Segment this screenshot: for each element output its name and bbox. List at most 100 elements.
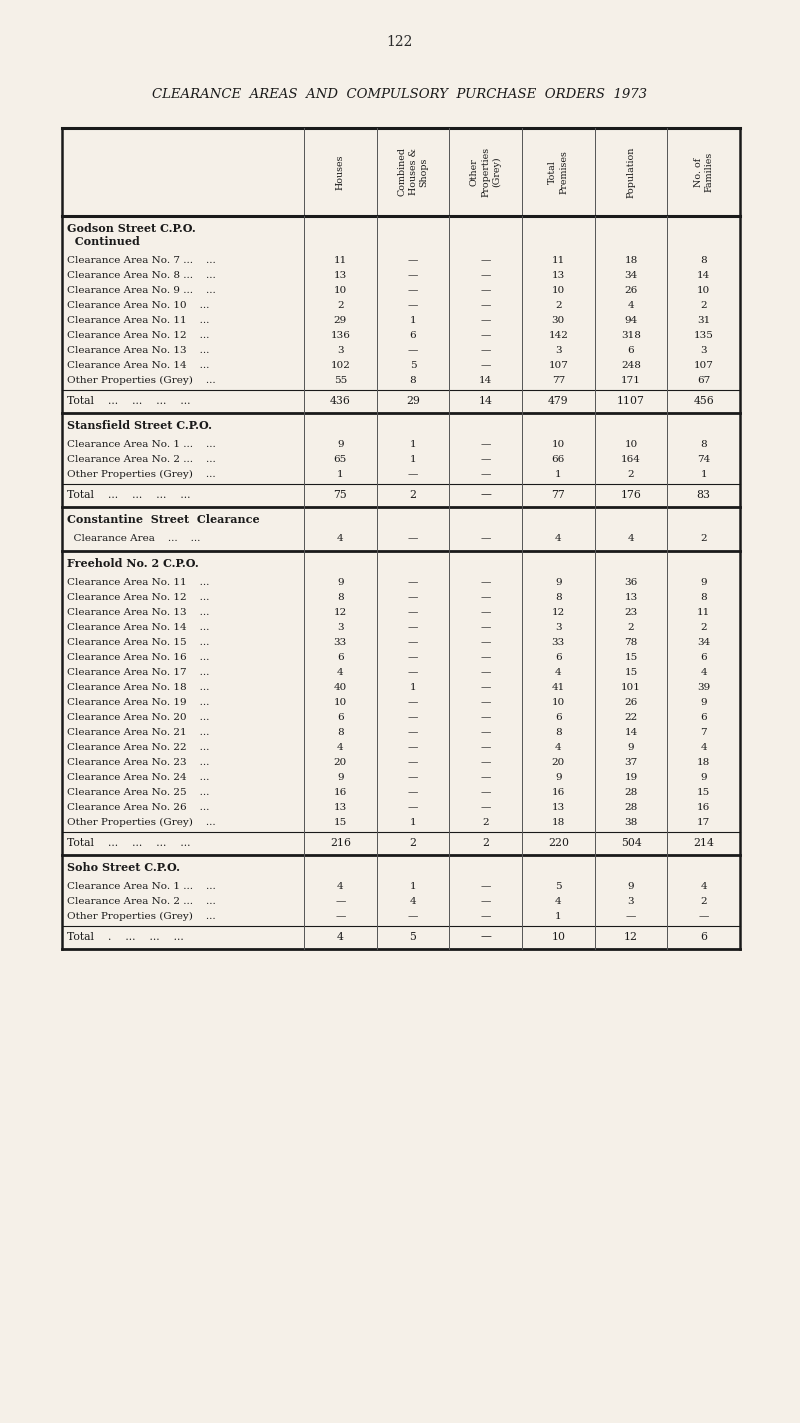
Text: 33: 33: [552, 638, 565, 647]
Text: 1107: 1107: [617, 396, 645, 406]
Text: 9: 9: [337, 773, 344, 783]
Text: Clearance Area No. 24    ...: Clearance Area No. 24 ...: [67, 773, 210, 783]
Text: 34: 34: [697, 638, 710, 647]
Text: Godson Street C.P.O.: Godson Street C.P.O.: [67, 223, 196, 233]
Text: 17: 17: [697, 818, 710, 827]
Text: 26: 26: [624, 699, 638, 707]
Text: 94: 94: [624, 316, 638, 324]
Text: 28: 28: [624, 788, 638, 797]
Text: 8: 8: [700, 256, 707, 265]
Text: 5: 5: [555, 882, 562, 891]
Text: Combined
Houses &
Shops: Combined Houses & Shops: [398, 148, 429, 196]
Text: Soho Street C.P.O.: Soho Street C.P.O.: [67, 862, 180, 872]
Text: 107: 107: [694, 361, 714, 370]
Text: 6: 6: [700, 713, 707, 721]
Text: 23: 23: [624, 608, 638, 618]
Text: —: —: [408, 270, 418, 280]
Text: 29: 29: [334, 316, 347, 324]
Text: 74: 74: [697, 455, 710, 464]
Text: 136: 136: [330, 332, 350, 340]
Text: —: —: [408, 534, 418, 544]
Text: 28: 28: [624, 803, 638, 813]
Text: —: —: [481, 256, 491, 265]
Text: —: —: [481, 729, 491, 737]
Text: —: —: [481, 440, 491, 450]
Text: 4: 4: [410, 896, 416, 906]
Text: 2: 2: [410, 490, 417, 499]
Text: —: —: [335, 912, 346, 921]
Text: 164: 164: [621, 455, 641, 464]
Text: 8: 8: [410, 376, 416, 386]
Text: 1: 1: [337, 470, 344, 480]
Text: 36: 36: [624, 578, 638, 588]
Text: 65: 65: [334, 455, 347, 464]
Text: Houses: Houses: [336, 154, 345, 189]
Text: 1: 1: [410, 316, 416, 324]
Text: —: —: [335, 896, 346, 906]
Text: 26: 26: [624, 286, 638, 295]
Text: Clearance Area No. 26    ...: Clearance Area No. 26 ...: [67, 803, 210, 813]
Text: 3: 3: [337, 623, 344, 632]
Text: Freehold No. 2 C.P.O.: Freehold No. 2 C.P.O.: [67, 558, 198, 569]
Text: 3: 3: [337, 346, 344, 354]
Text: 9: 9: [555, 773, 562, 783]
Text: —: —: [408, 593, 418, 602]
Text: 220: 220: [548, 838, 569, 848]
Text: 135: 135: [694, 332, 714, 340]
Text: 8: 8: [555, 729, 562, 737]
Text: —: —: [408, 788, 418, 797]
Text: 77: 77: [551, 490, 566, 499]
Text: 66: 66: [552, 455, 565, 464]
Text: Clearance Area No. 18    ...: Clearance Area No. 18 ...: [67, 683, 210, 692]
Text: —: —: [481, 773, 491, 783]
Text: Clearance Area No. 7 ...    ...: Clearance Area No. 7 ... ...: [67, 256, 216, 265]
Text: 2: 2: [700, 896, 707, 906]
Text: 11: 11: [552, 256, 565, 265]
Text: No. of
Families: No. of Families: [694, 152, 714, 192]
Text: —: —: [481, 316, 491, 324]
Text: 2: 2: [410, 838, 417, 848]
Text: 176: 176: [621, 490, 642, 499]
Text: Other Properties (Grey)    ...: Other Properties (Grey) ...: [67, 912, 216, 921]
Text: —: —: [481, 896, 491, 906]
Text: 504: 504: [621, 838, 642, 848]
Text: 13: 13: [624, 593, 638, 602]
Text: 6: 6: [628, 346, 634, 354]
Text: 1: 1: [700, 470, 707, 480]
Text: Other
Properties
(Grey): Other Properties (Grey): [470, 147, 502, 196]
Text: 456: 456: [694, 396, 714, 406]
Text: Other Properties (Grey)    ...: Other Properties (Grey) ...: [67, 376, 216, 386]
Text: 11: 11: [697, 608, 710, 618]
Text: 22: 22: [624, 713, 638, 721]
Text: —: —: [481, 346, 491, 354]
Text: 6: 6: [700, 653, 707, 662]
Text: Clearance Area No. 22    ...: Clearance Area No. 22 ...: [67, 743, 210, 751]
Text: 4: 4: [700, 743, 707, 751]
Text: 6: 6: [555, 713, 562, 721]
Text: Clearance Area No. 8 ...    ...: Clearance Area No. 8 ... ...: [67, 270, 216, 280]
Text: 436: 436: [330, 396, 350, 406]
Text: 14: 14: [479, 376, 492, 386]
Text: 10: 10: [624, 440, 638, 450]
Text: 33: 33: [334, 638, 347, 647]
Text: 37: 37: [624, 758, 638, 767]
Text: 67: 67: [697, 376, 710, 386]
Text: 55: 55: [334, 376, 347, 386]
Text: 15: 15: [624, 653, 638, 662]
Text: 8: 8: [337, 729, 344, 737]
Text: —: —: [408, 608, 418, 618]
Text: —: —: [408, 653, 418, 662]
Text: 1: 1: [555, 912, 562, 921]
Text: —: —: [408, 699, 418, 707]
Text: —: —: [408, 470, 418, 480]
Text: 6: 6: [410, 332, 416, 340]
Text: 9: 9: [700, 578, 707, 588]
Text: —: —: [481, 653, 491, 662]
Text: Total
Premises: Total Premises: [548, 149, 568, 194]
Text: 10: 10: [552, 286, 565, 295]
Text: 18: 18: [697, 758, 710, 767]
Text: —: —: [408, 256, 418, 265]
Text: —: —: [481, 788, 491, 797]
Text: CLEARANCE  AREAS  AND  COMPULSORY  PURCHASE  ORDERS  1973: CLEARANCE AREAS AND COMPULSORY PURCHASE …: [153, 88, 647, 101]
Text: 3: 3: [555, 346, 562, 354]
